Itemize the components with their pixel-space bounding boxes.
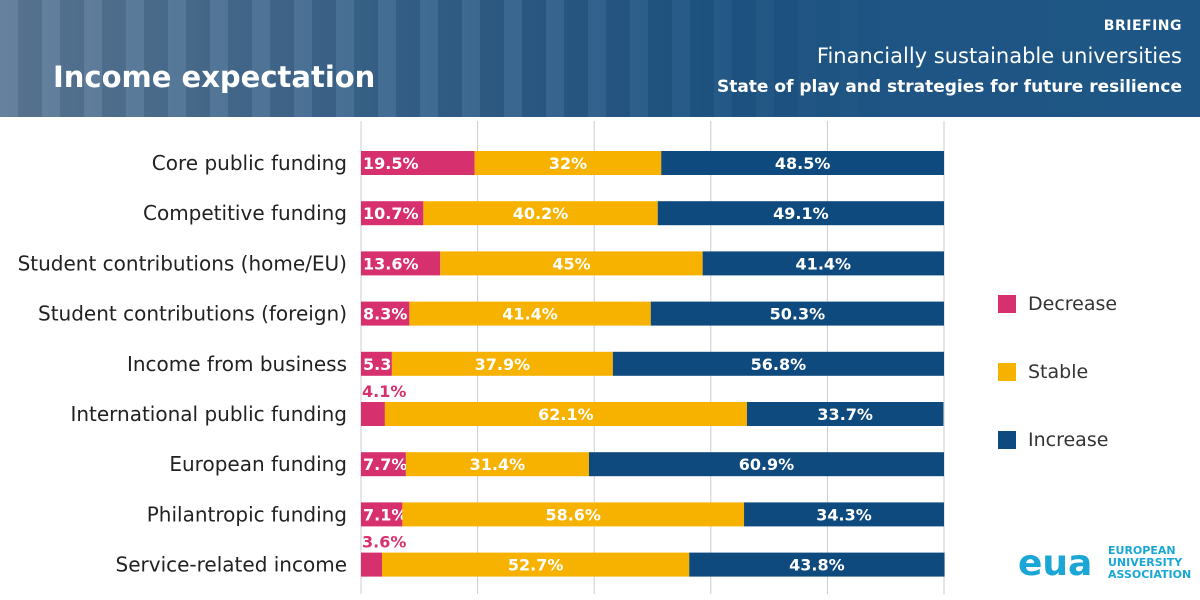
legend-swatch-stable — [998, 363, 1016, 381]
page-title: Income expectation — [53, 60, 376, 94]
data-label-decrease: 4.1% — [362, 382, 406, 401]
bar-increase — [588, 452, 944, 477]
bar-decrease — [361, 452, 406, 477]
briefing-subheading: State of play and strategies for future … — [716, 77, 1182, 97]
bar-increase — [661, 151, 944, 175]
data-label-stable: 31.4% — [470, 455, 526, 474]
bar-decrease — [361, 201, 424, 226]
bar-increase — [744, 502, 944, 527]
legend-swatch-decrease — [998, 295, 1016, 313]
bar-decrease — [361, 301, 410, 326]
stacked-bar-chart: Core public funding 19.5% 32% 48.5% Competit… — [18, 121, 945, 594]
data-label-decrease: 7.1% — [363, 505, 407, 524]
data-label-increase: 34.3% — [816, 505, 872, 524]
data-label-stable: 40.2% — [513, 204, 569, 223]
bar-increase — [612, 351, 944, 376]
category-label: Student contributions (home/EU) — [18, 251, 347, 275]
eua-logo-line-2: UNIVERSITY — [1108, 556, 1183, 569]
bar-decrease — [361, 151, 475, 175]
legend-item-decrease: Decrease — [998, 270, 1117, 338]
data-label-decrease: 7.7% — [363, 455, 407, 474]
bar-stable — [405, 452, 589, 477]
briefing-tag: BRIEFING — [1103, 18, 1182, 34]
data-label-increase: 60.9% — [739, 455, 795, 474]
data-label-decrease: 19.5% — [363, 154, 419, 173]
data-label-stable: 37.9% — [475, 355, 531, 374]
data-label-increase: 33.7% — [817, 405, 873, 424]
data-label-decrease: 13.6% — [363, 254, 419, 273]
bar-increase — [657, 201, 944, 226]
bar-decrease — [361, 402, 385, 426]
eua-logo-text: EUROPEAN UNIVERSITY ASSOCIATION — [1108, 545, 1191, 581]
category-label: Service-related income — [116, 553, 347, 577]
category-label: International public funding — [70, 402, 347, 426]
bar-stable — [381, 552, 690, 577]
data-label-increase: 49.1% — [773, 204, 829, 223]
data-label-stable: 62.1% — [538, 405, 594, 424]
category-label: Philantropic funding — [147, 502, 347, 526]
eua-logo: eua EUROPEAN UNIVERSITY ASSOCIATION — [1018, 545, 1191, 582]
bar-stable — [423, 201, 658, 226]
bar-stable — [384, 402, 747, 426]
data-label-stable: 41.4% — [502, 305, 558, 324]
bar-stable — [440, 251, 703, 276]
legend-label-decrease: Decrease — [1028, 293, 1118, 315]
eua-logo-mark: eua — [1018, 545, 1092, 581]
data-label-decrease: 10.7% — [363, 204, 419, 223]
data-label-decrease: 8.3% — [363, 305, 407, 324]
category-label: Competitive funding — [143, 201, 347, 225]
bar-stable — [402, 502, 745, 527]
eua-logo-mark-text: eua — [1018, 545, 1092, 581]
eua-logo-line-3: ASSOCIATION — [1108, 568, 1192, 581]
data-label-stable: 58.6% — [545, 505, 601, 524]
bar-increase — [650, 301, 944, 326]
chart-legend: Decrease Stable Increase — [998, 270, 1117, 474]
data-label-increase: 41.4% — [796, 254, 852, 273]
header-banner: Income expectation BRIEFING Financially … — [0, 0, 1200, 117]
data-label-increase: 48.5% — [775, 154, 831, 173]
category-label: Core public funding — [152, 151, 347, 175]
bar-stable — [474, 151, 662, 175]
category-label: Income from business — [127, 352, 347, 376]
data-label-stable: 45% — [552, 254, 590, 273]
category-label: Student contributions (foreign) — [38, 302, 347, 326]
eua-logo-line-1: EUROPEAN — [1108, 544, 1176, 557]
data-label-increase: 50.3% — [770, 305, 826, 324]
data-label-increase: 43.8% — [789, 556, 845, 575]
bar-decrease — [361, 351, 392, 376]
legend-item-increase: Increase — [998, 406, 1117, 474]
header-background-pattern — [0, 0, 1200, 117]
bar-stable — [409, 301, 651, 326]
data-label-stable: 32% — [549, 154, 587, 173]
legend-item-stable: Stable — [998, 338, 1117, 406]
bar-increase — [702, 251, 944, 276]
bar-decrease — [361, 502, 403, 527]
briefing-subtitle: Financially sustainable universities — [816, 44, 1182, 68]
data-label-increase: 56.8% — [751, 355, 807, 374]
legend-label-increase: Increase — [1028, 429, 1109, 451]
legend-swatch-increase — [998, 431, 1016, 449]
data-label-stable: 52.7% — [508, 556, 564, 575]
legend-label-stable: Stable — [1028, 361, 1089, 383]
bar-increase — [689, 552, 945, 577]
bar-stable — [391, 351, 613, 376]
data-label-decrease: 3.6% — [362, 533, 406, 552]
bar-decrease — [361, 251, 441, 276]
category-label: European funding — [169, 452, 347, 476]
bar-increase — [746, 402, 944, 426]
bar-decrease — [361, 552, 382, 577]
